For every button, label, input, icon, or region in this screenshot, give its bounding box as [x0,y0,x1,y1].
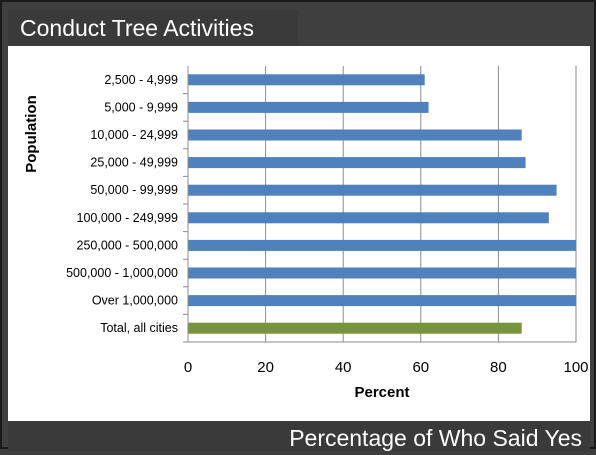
bars [188,74,576,334]
x-tick-label: 80 [490,359,507,376]
bar [188,74,425,86]
bar [188,267,576,279]
x-tick-label: 20 [257,359,274,376]
x-tick-label: 40 [335,359,352,376]
slide-title: Conduct Tree Activities [8,10,298,46]
category-label: 250,000 - 500,000 [77,238,179,252]
category-label: Over 1,000,000 [92,294,178,308]
bar [188,239,576,251]
slide-footer: Percentage of Who Said Yes [8,421,590,451]
category-label: 25,000 - 49,999 [90,156,178,170]
x-tick-label: 60 [412,359,429,376]
bar [188,322,522,334]
axes [183,66,576,343]
bar-chart: 2,500 - 4,999 5,000 - 9,999 10,000 - 24,99… [23,66,589,401]
category-label: 500,000 - 1,000,000 [66,266,178,280]
category-label: 5,000 - 9,999 [104,100,178,114]
category-label: 2,500 - 4,999 [104,73,178,87]
x-tick-label: 100 [563,359,588,376]
category-label: 50,000 - 99,999 [90,183,178,197]
chart-panel: 2,500 - 4,999 5,000 - 9,999 10,000 - 24,99… [8,46,590,421]
bar [188,129,522,141]
category-labels: 2,500 - 4,999 5,000 - 9,999 10,000 - 24,99… [66,73,178,335]
y-axis-title: Population [23,95,40,173]
bar [188,157,526,169]
bar [188,212,549,224]
bar [188,184,557,196]
category-label: Total, all cities [100,321,178,335]
category-label: 10,000 - 24,999 [90,128,178,142]
tick-labels: 0 20 40 60 80 100 [184,359,589,376]
x-tick-label: 0 [184,359,192,376]
x-axis-title: Percent [354,384,409,401]
category-label: 100,000 - 249,999 [77,211,179,225]
bar [188,101,429,113]
bar [188,295,576,307]
